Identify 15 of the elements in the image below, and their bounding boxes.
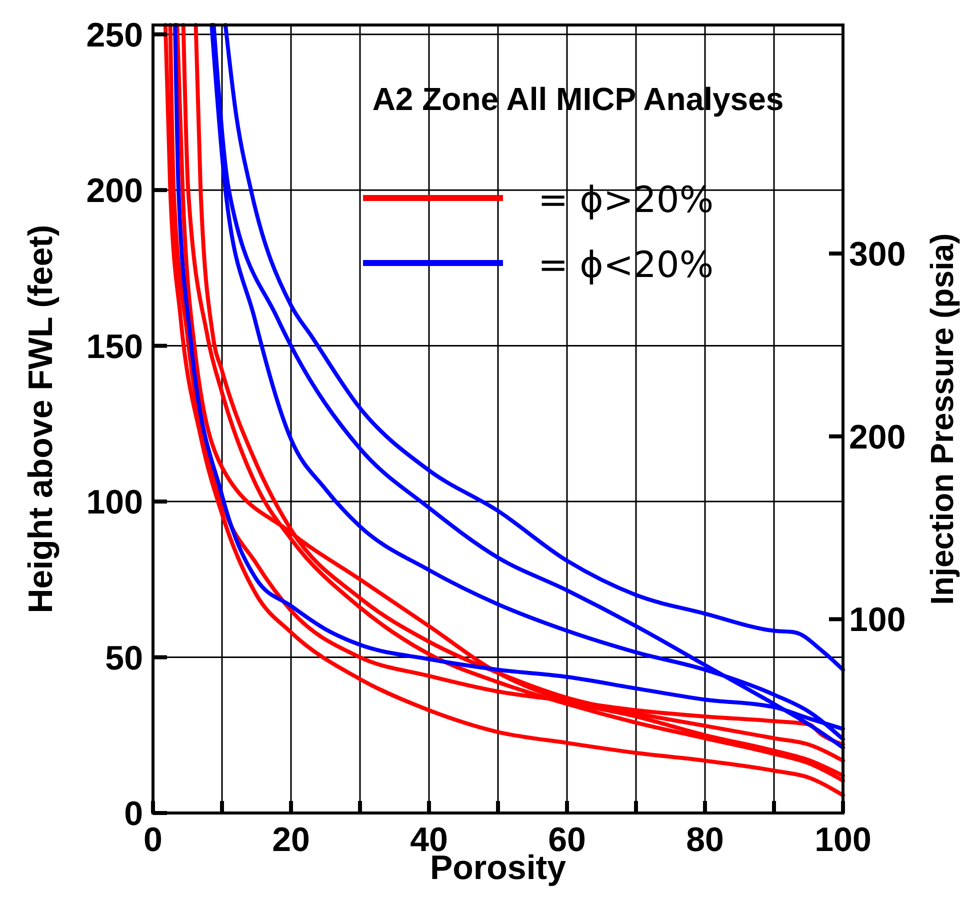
y2-tick-label: 200 [849,418,906,456]
y-tick-label: 250 [86,16,143,54]
x-tick-label: 100 [814,821,872,859]
y2-axis-title: Injection Pressure (psia) [924,233,960,605]
y-axis-title: Height above FWL (feet) [22,224,60,614]
x-tick-label: 80 [686,821,724,859]
x-tick-label: 20 [272,821,310,859]
y2-tick-label: 300 [849,236,906,274]
y-tick-label: 150 [86,328,143,366]
y-tick-label: 100 [86,484,143,522]
y2-tick-label: 100 [849,601,906,640]
y-tick-label: 50 [105,639,143,678]
y-tick-label: 0 [124,795,143,833]
y-tick-label: 200 [86,172,143,210]
x-tick-label: 60 [548,821,586,859]
